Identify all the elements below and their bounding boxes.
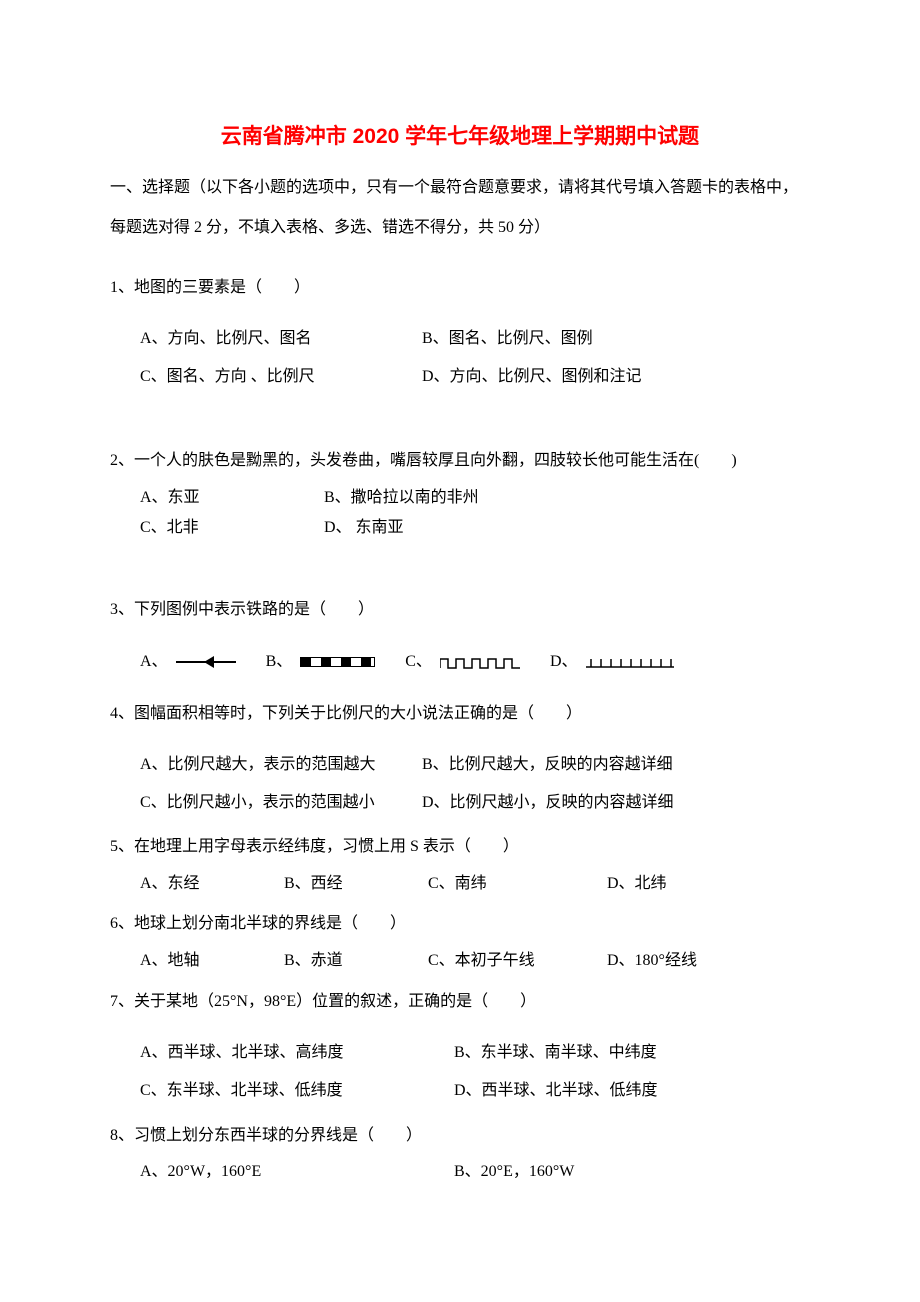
question-3-stem: 3、下列图例中表示铁路的是（ ） — [110, 594, 810, 626]
question-7-option-d: D、西半球、北半球、低纬度 — [454, 1072, 658, 1110]
question-4-stem: 4、图幅面积相等时，下列关于比例尺的大小说法正确的是（ ） — [110, 698, 810, 730]
question-5-option-b: B、西经 — [284, 869, 424, 899]
question-8-option-a: A、20°W，160°E — [140, 1157, 450, 1187]
question-1-option-d: D、方向、比例尺、图例和注记 — [422, 358, 642, 396]
question-1-stem: 1、地图的三要素是（ ） — [110, 272, 810, 304]
question-5-option-a: A、东经 — [140, 869, 280, 899]
question-3-options: A、 B、 C、 D、 — [110, 646, 810, 678]
question-8-option-b: B、20°E，160°W — [454, 1157, 574, 1187]
question-1-option-b: B、图名、比例尺、图例 — [422, 320, 593, 358]
question-6-option-d: D、180°经线 — [607, 946, 697, 976]
question-4-option-a: A、比例尺越大，表示的范围越大 — [140, 746, 418, 784]
question-1-option-a: A、方向、比例尺、图名 — [140, 320, 418, 358]
question-7-stem: 7、关于某地（25°N，98°E）位置的叙述，正确的是（ ） — [110, 986, 810, 1018]
question-4-option-b: B、比例尺越大，反映的内容越详细 — [422, 746, 673, 784]
question-3-option-d: D、 — [550, 646, 674, 678]
question-1-option-c: C、图名、方向 、比例尺 — [140, 358, 418, 396]
option-a-label: A、 — [140, 646, 168, 678]
option-b-label: B、 — [266, 646, 293, 678]
wall-icon — [440, 655, 520, 669]
question-7-option-a: A、西半球、北半球、高纬度 — [140, 1034, 450, 1072]
question-2-option-b: B、撒哈拉以南的非州 — [324, 483, 479, 513]
question-4-option-d: D、比例尺越小，反映的内容越详细 — [422, 784, 674, 822]
question-2-option-a: A、东亚 — [140, 483, 320, 513]
question-4: 4、图幅面积相等时，下列关于比例尺的大小说法正确的是（ ） A、比例尺越大，表示… — [110, 698, 810, 823]
question-3-option-a: A、 — [140, 646, 236, 678]
question-6-option-b: B、赤道 — [284, 946, 424, 976]
question-4-option-c: C、比例尺越小，表示的范围越小 — [140, 784, 418, 822]
question-8-stem: 8、习惯上划分东西半球的分界线是（ ） — [110, 1121, 810, 1151]
question-6-option-a: A、地轴 — [140, 946, 280, 976]
question-5-stem: 5、在地理上用字母表示经纬度，习惯上用 S 表示（ ） — [110, 832, 810, 862]
question-6: 6、地球上划分南北半球的界线是（ ） A、地轴 B、赤道 C、本初子午线 D、1… — [110, 909, 810, 976]
question-3-option-c: C、 — [405, 646, 520, 678]
arrow-direction-icon — [176, 652, 236, 672]
question-1: 1、地图的三要素是（ ） A、方向、比例尺、图名 B、图名、比例尺、图例 C、图… — [110, 272, 810, 397]
question-5: 5、在地理上用字母表示经纬度，习惯上用 S 表示（ ） A、东经 B、西经 C、… — [110, 832, 810, 899]
question-3-option-b: B、 — [266, 646, 376, 678]
tick-line-icon — [586, 655, 674, 669]
question-2-option-d: D、 东南亚 — [324, 513, 404, 543]
question-2-option-c: C、北非 — [140, 513, 320, 543]
question-5-option-c: C、南纬 — [428, 869, 603, 899]
question-7: 7、关于某地（25°N，98°E）位置的叙述，正确的是（ ） A、西半球、北半球… — [110, 986, 810, 1111]
page-title: 云南省腾冲市 2020 学年七年级地理上学期期中试题 — [110, 120, 810, 154]
question-7-option-b: B、东半球、南半球、中纬度 — [454, 1034, 657, 1072]
option-d-label: D、 — [550, 646, 578, 678]
question-7-option-c: C、东半球、北半球、低纬度 — [140, 1072, 450, 1110]
question-6-option-c: C、本初子午线 — [428, 946, 603, 976]
question-8: 8、习惯上划分东西半球的分界线是（ ） A、20°W，160°E B、20°E，… — [110, 1121, 810, 1188]
question-6-stem: 6、地球上划分南北半球的界线是（ ） — [110, 909, 810, 939]
section-instruction-line2: 每题选对得 2 分，不填入表格、多选、错选不得分，共 50 分） — [110, 212, 810, 244]
question-2-stem: 2、一个人的肤色是黝黑的，头发卷曲，嘴唇较厚且向外翻，四肢较长他可能生活在( ) — [110, 446, 810, 476]
question-3: 3、下列图例中表示铁路的是（ ） A、 B、 C、 D、 — [110, 594, 810, 678]
section-instruction-line1: 一、选择题（以下各小题的选项中，只有一个最符合题意要求，请将其代号填入答题卡的表… — [110, 172, 810, 204]
option-c-label: C、 — [405, 646, 432, 678]
railroad-icon — [300, 657, 375, 667]
question-5-option-d: D、北纬 — [607, 869, 667, 899]
question-2: 2、一个人的肤色是黝黑的，头发卷曲，嘴唇较厚且向外翻，四肢较长他可能生活在( )… — [110, 446, 810, 543]
